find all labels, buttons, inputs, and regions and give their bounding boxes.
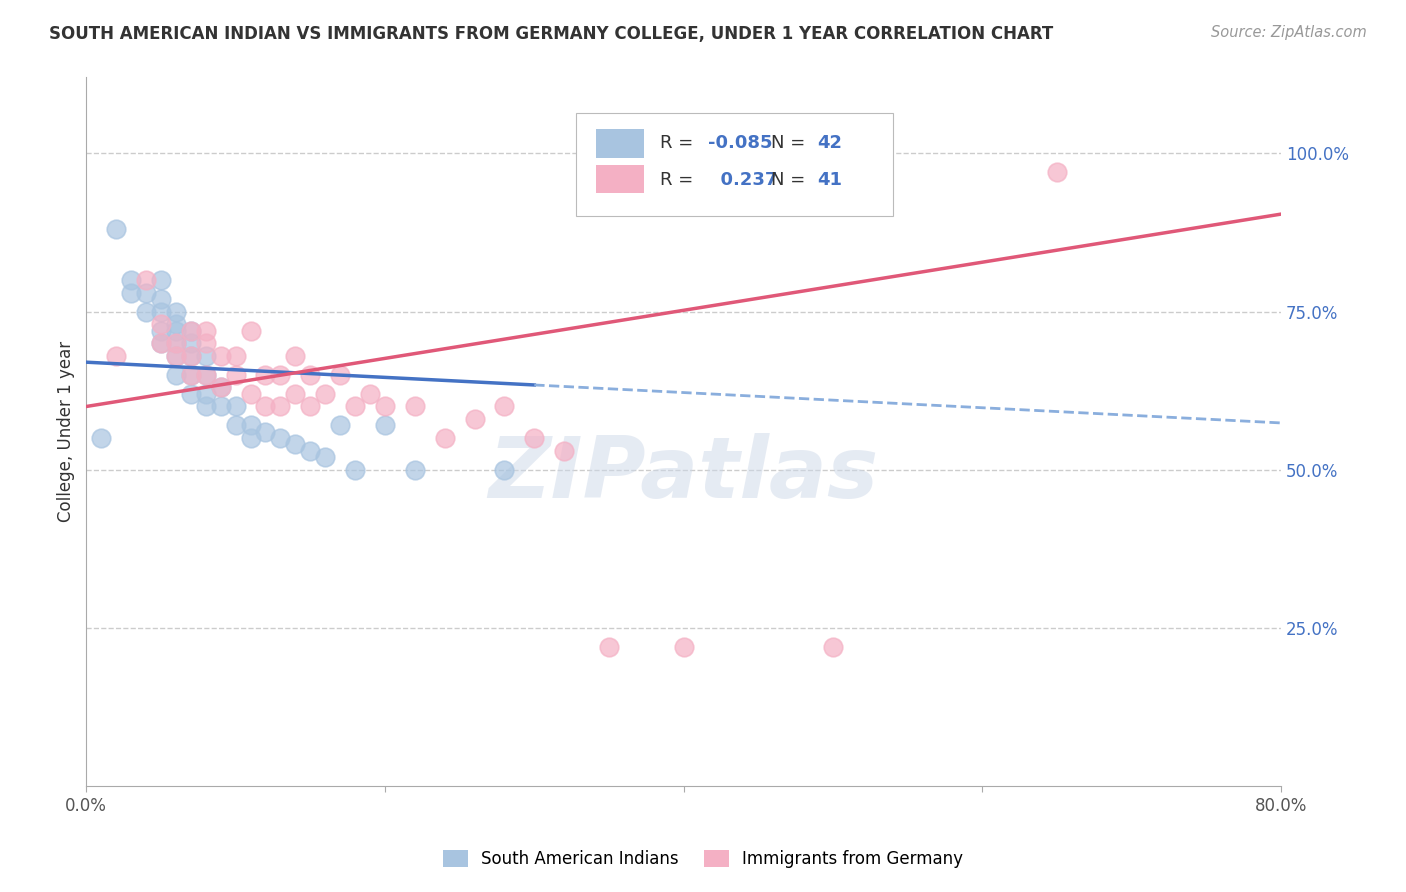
Text: ZIPatlas: ZIPatlas <box>488 433 879 516</box>
Text: 0.237: 0.237 <box>707 171 778 189</box>
Point <box>149 273 172 287</box>
Point <box>180 336 202 351</box>
Point <box>149 292 172 306</box>
Point <box>299 368 322 382</box>
Text: 42: 42 <box>817 135 842 153</box>
Point <box>180 368 202 382</box>
Point <box>135 273 157 287</box>
Text: 41: 41 <box>817 171 842 189</box>
Point <box>269 431 291 445</box>
Point <box>821 640 844 654</box>
Point <box>254 400 277 414</box>
Point <box>329 368 352 382</box>
Point <box>359 387 381 401</box>
Legend: South American Indians, Immigrants from Germany: South American Indians, Immigrants from … <box>436 843 970 875</box>
Point <box>194 324 217 338</box>
Point <box>149 324 172 338</box>
Text: -0.085: -0.085 <box>707 135 772 153</box>
Point <box>299 443 322 458</box>
Point <box>225 349 247 363</box>
Point <box>194 368 217 382</box>
Point <box>299 400 322 414</box>
Point <box>194 368 217 382</box>
Point <box>149 336 172 351</box>
Text: N =: N = <box>770 171 811 189</box>
Point <box>225 368 247 382</box>
Text: R =: R = <box>659 171 699 189</box>
Point <box>209 380 232 394</box>
FancyBboxPatch shape <box>576 113 893 216</box>
Point <box>254 368 277 382</box>
Text: SOUTH AMERICAN INDIAN VS IMMIGRANTS FROM GERMANY COLLEGE, UNDER 1 YEAR CORRELATI: SOUTH AMERICAN INDIAN VS IMMIGRANTS FROM… <box>49 25 1053 43</box>
Point <box>284 387 307 401</box>
Point <box>180 324 202 338</box>
Point <box>344 463 367 477</box>
FancyBboxPatch shape <box>596 129 644 158</box>
Point <box>239 387 262 401</box>
Point <box>165 368 187 382</box>
Point <box>494 463 516 477</box>
Point <box>149 317 172 331</box>
Point <box>194 387 217 401</box>
Point <box>314 450 336 464</box>
Point <box>314 387 336 401</box>
Point <box>494 400 516 414</box>
Point <box>165 349 187 363</box>
Point <box>149 304 172 318</box>
Point <box>105 349 128 363</box>
Point <box>209 380 232 394</box>
Point <box>254 425 277 439</box>
Point <box>135 304 157 318</box>
Point <box>165 336 187 351</box>
Point <box>90 431 112 445</box>
Text: Source: ZipAtlas.com: Source: ZipAtlas.com <box>1211 25 1367 40</box>
Point <box>194 349 217 363</box>
Point <box>180 349 202 363</box>
Point <box>180 387 202 401</box>
Text: N =: N = <box>770 135 811 153</box>
Point <box>404 463 426 477</box>
Point <box>225 400 247 414</box>
Point <box>180 368 202 382</box>
Point <box>194 400 217 414</box>
Point <box>120 273 142 287</box>
Point <box>1046 165 1069 179</box>
Point <box>374 418 396 433</box>
Point <box>165 349 187 363</box>
Point <box>598 640 620 654</box>
Point <box>180 324 202 338</box>
Point <box>135 285 157 300</box>
Point <box>269 368 291 382</box>
FancyBboxPatch shape <box>596 165 644 193</box>
Point <box>344 400 367 414</box>
Text: R =: R = <box>659 135 699 153</box>
Point <box>269 400 291 414</box>
Point <box>194 336 217 351</box>
Point <box>165 336 187 351</box>
Point <box>553 443 575 458</box>
Point <box>209 349 232 363</box>
Point <box>284 349 307 363</box>
Point <box>239 418 262 433</box>
Point <box>404 400 426 414</box>
Point <box>165 324 187 338</box>
Point <box>284 437 307 451</box>
Point <box>120 285 142 300</box>
Point <box>239 324 262 338</box>
Point <box>329 418 352 433</box>
Point <box>433 431 456 445</box>
Point <box>225 418 247 433</box>
Point <box>209 400 232 414</box>
Point <box>523 431 546 445</box>
Point <box>165 317 187 331</box>
Point <box>165 304 187 318</box>
Point <box>672 640 695 654</box>
Point <box>180 349 202 363</box>
Y-axis label: College, Under 1 year: College, Under 1 year <box>58 342 75 523</box>
Point <box>374 400 396 414</box>
Point <box>464 412 486 426</box>
Point <box>105 222 128 236</box>
Point <box>239 431 262 445</box>
Point <box>149 336 172 351</box>
